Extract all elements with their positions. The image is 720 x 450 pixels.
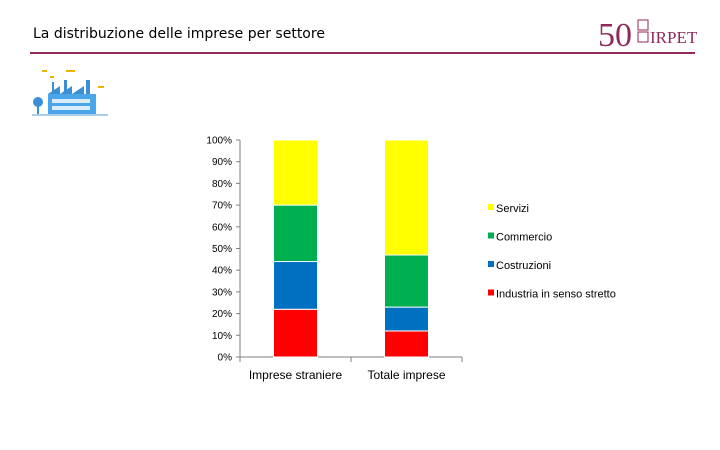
bar-segment (384, 254, 429, 308)
y-tick-label: 50% (212, 244, 232, 255)
y-tick-label: 20% (212, 309, 232, 320)
logo-number: 50 (598, 17, 632, 52)
bar-segment (273, 308, 318, 358)
logo-text: IRPET (650, 28, 698, 47)
legend-label: Costruzioni (496, 260, 551, 272)
y-tick-label: 30% (212, 287, 232, 298)
factory-icon (32, 70, 108, 116)
irpet-50-logo: 50 IRPET (598, 17, 698, 52)
bar-segment (273, 139, 318, 206)
bars (273, 139, 429, 358)
page-title: La distribuzione delle imprese per setto… (33, 26, 325, 42)
legend-label: Servizi (496, 203, 529, 215)
x-category-label: Totale imprese (367, 368, 445, 382)
bar-segment (384, 330, 429, 358)
title-divider (30, 52, 695, 54)
bar-segment (384, 306, 429, 332)
y-tick-label: 10% (212, 331, 232, 342)
legend-swatch (488, 261, 494, 267)
y-tick-label: 70% (212, 201, 232, 212)
y-tick-label: 100% (206, 136, 232, 147)
y-tick-label: 90% (212, 157, 232, 168)
y-tick-label: 40% (212, 266, 232, 277)
bar-segment (273, 204, 318, 263)
legend-label: Industria in senso stretto (496, 289, 616, 301)
y-tick-label: 60% (212, 222, 232, 233)
x-category-label: Imprese straniere (249, 368, 343, 382)
legend-label: Commercio (496, 232, 552, 244)
legend: Servizi Commercio Costruzioni Industria in … (488, 203, 616, 301)
bar-segment (384, 139, 429, 256)
y-axis: 0% 10% 20% 30% 40% 50% 60% 70% 80% 90% 100% (206, 136, 241, 364)
legend-swatch (488, 232, 494, 239)
legend-swatch (488, 204, 494, 210)
legend-swatch (488, 289, 494, 296)
x-axis: Imprese straniere Totale imprese (239, 356, 463, 382)
y-tick-label: 80% (212, 179, 232, 190)
y-tick-label: 0% (218, 353, 233, 364)
bar-segment (273, 261, 318, 310)
